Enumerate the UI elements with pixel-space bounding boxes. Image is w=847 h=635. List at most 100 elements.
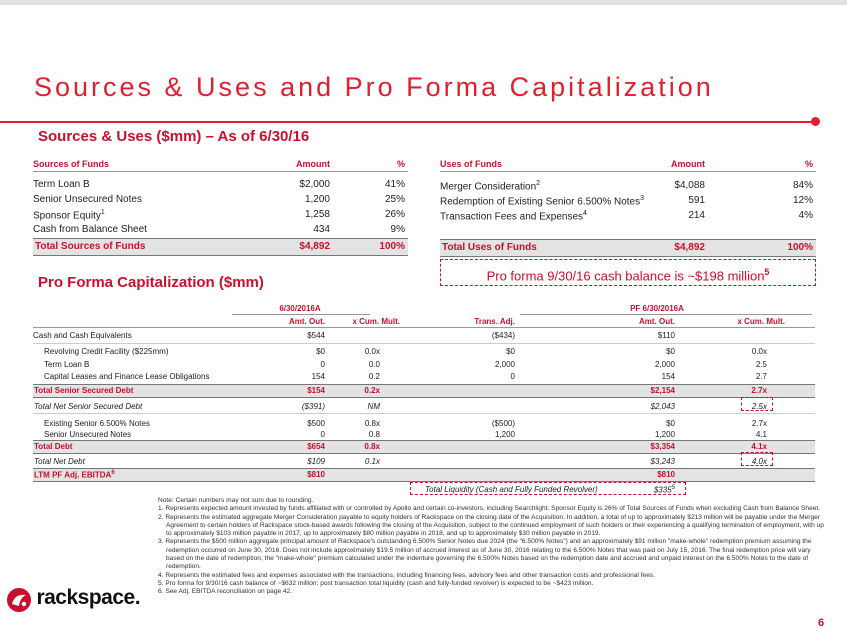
rackspace-logo: rackspace. (6, 586, 141, 613)
group-rule-pf (520, 314, 812, 315)
table-cell: $544 (307, 331, 325, 340)
table-cell: 0.8x (364, 442, 380, 451)
table-row: Term Loan B (33, 179, 90, 190)
table-row: Redemption of Existing Senior 6.500% Not… (440, 195, 645, 208)
footnote-item: 3. Represents the $500 million aggregate… (158, 538, 812, 571)
table-cell: 591 (688, 195, 705, 206)
table-cell: 2.5x (751, 402, 767, 411)
sources-col-amount: Amount (296, 159, 330, 169)
table-row: Merger Consideration2 (440, 180, 541, 193)
table-cell: $110 (657, 331, 675, 340)
footnote-item: 4. Represents the estimated fees and exp… (158, 571, 656, 579)
liquidity-label: Total Liquidity (Cash and Fully Funded R… (425, 485, 598, 494)
table-row: Cash and Cash Equivalents (33, 331, 132, 340)
table-cell: $3,243 (650, 457, 675, 466)
sources-total-amount: $4,892 (299, 241, 330, 252)
table-row: Capital Leases and Finance Lease Obligat… (44, 372, 210, 381)
rackspace-logo-icon (7, 587, 31, 612)
title-rule-dot (811, 117, 820, 126)
table-cell: 41% (384, 179, 405, 190)
table-cell: 434 (313, 224, 330, 235)
col-header: x Cum. Mult. (352, 317, 400, 326)
table-cell: $2,154 (650, 386, 675, 395)
sources-col-label: Sources of Funds (33, 159, 110, 169)
group-rule-actual (232, 314, 370, 315)
table-cell: $154 (307, 386, 325, 395)
table-cell: 0.0 (368, 360, 380, 369)
table-row: LTM PF Adj. EBITDA6 (34, 470, 115, 480)
table-cell: 214 (688, 210, 705, 221)
footnote-item: 2. Represents the estimated aggregate Me… (158, 513, 824, 538)
table-row: Total Debt (34, 442, 73, 451)
sources-header-rule (33, 171, 408, 172)
footnote-ref: 2 (536, 180, 541, 187)
table-row: Total Net Debt (34, 457, 85, 466)
table-cell: $654 (307, 442, 325, 451)
table-cell: $0 (666, 419, 675, 428)
footnote-ref: 3 (640, 195, 645, 202)
liquidity-value: $3355 (653, 485, 675, 495)
table-cell: 2.7 (755, 372, 767, 381)
table-row: Total Senior Secured Debt (34, 386, 134, 395)
table-cell: 2.7x (751, 386, 767, 395)
pro-forma-heading: Pro Forma Capitalization ($mm) (38, 274, 264, 291)
col-header: Trans. Adj. (474, 317, 515, 326)
group-header-pf: PF 6/30/2016A (630, 304, 684, 313)
table-cell: $4,088 (674, 180, 705, 191)
table-row: Senior Unsecured Notes (33, 194, 142, 205)
table-cell: ($391) (301, 402, 325, 411)
col-header-rule (33, 327, 815, 328)
table-cell: 4% (798, 210, 813, 221)
table-cell: 154 (311, 372, 325, 381)
table-cell: 0.8 (368, 430, 380, 439)
uses-total-band (440, 239, 816, 257)
table-cell: 1,200 (304, 194, 330, 205)
footnote-item: 5. Pro forma for 9/30/16 cash balance of… (158, 579, 594, 587)
logo-text: rackspace. (36, 586, 141, 609)
table-cell: NM (367, 402, 380, 411)
table-cell: 154 (661, 372, 675, 381)
table-cell: 1,258 (304, 209, 330, 220)
total-band (33, 440, 815, 454)
table-cell: ($434) (491, 331, 515, 340)
table-cell: 12% (792, 195, 813, 206)
group-header-actual: 6/30/2016A (279, 304, 321, 313)
sources-total-band (33, 238, 408, 256)
sources-total-label: Total Sources of Funds (35, 241, 146, 252)
sources-total-pct: 100% (379, 241, 405, 252)
table-cell: 0 (320, 360, 325, 369)
table-cell: 1,200 (494, 430, 515, 439)
footnote-ref: 5 (671, 485, 675, 491)
table-cell: $0 (316, 347, 325, 356)
table-cell: $109 (307, 457, 325, 466)
page-number: 6 (818, 617, 825, 629)
footnote-ref: 5 (764, 267, 770, 277)
table-cell: 2.5 (755, 360, 767, 369)
liquidity-callout (410, 482, 686, 495)
table-cell: 0.2x (364, 386, 380, 395)
table-cell: $0 (506, 347, 515, 356)
table-cell: 2,000 (654, 360, 675, 369)
footnote-item: 6. See Adj. EBITDA reconciliation on pag… (158, 588, 293, 596)
table-row: Transaction Fees and Expenses4 (440, 210, 587, 223)
footnotes: Note: Certain numbers may not sum due to… (158, 497, 826, 597)
uses-col-amount: Amount (671, 159, 705, 169)
table-cell: 9% (390, 224, 405, 235)
table-row: Term Loan B (44, 360, 90, 369)
table-row: Total Net Senior Secured Debt (34, 402, 143, 411)
sources-col-pct: % (396, 159, 405, 169)
table-cell: $0 (666, 347, 675, 356)
table-cell: $500 (307, 419, 325, 428)
table-cell: 0.8x (364, 419, 380, 428)
table-row: Senior Unsecured Notes (44, 430, 132, 439)
col-header: x Cum. Mult. (737, 317, 785, 326)
uses-col-label: Uses of Funds (440, 159, 503, 169)
table-cell: $2,043 (650, 402, 675, 411)
sources-uses-heading: Sources & Uses ($mm) – As of 6/30/16 (38, 128, 310, 145)
table-cell: 0.2 (368, 372, 380, 381)
footnote-ref: 1 (100, 209, 105, 216)
col-header: Amt. Out. (289, 317, 325, 326)
total-band (33, 468, 815, 482)
footnote-item: 1. Represents expected amount invested b… (158, 505, 821, 513)
row-rule (33, 343, 815, 344)
